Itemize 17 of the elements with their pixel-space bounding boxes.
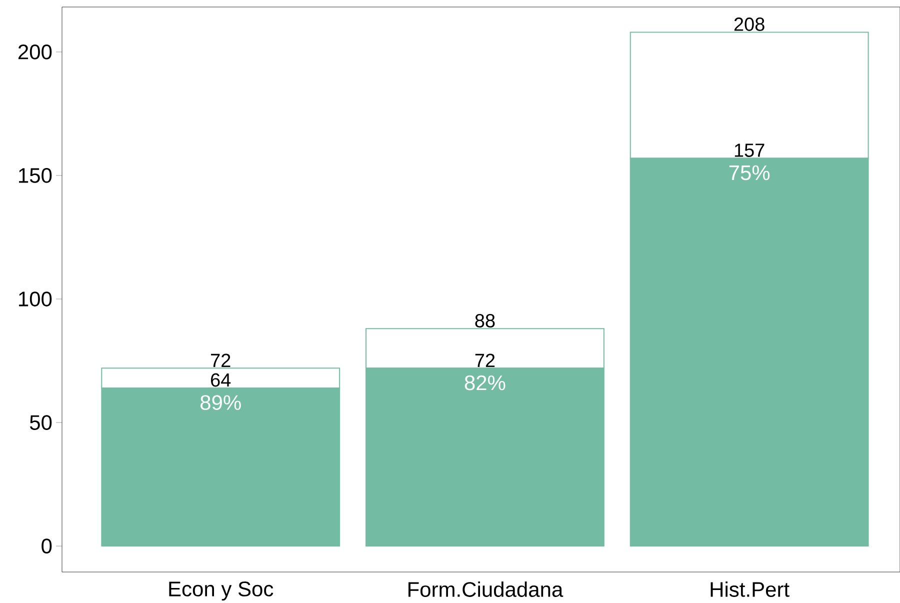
y-tick-label: 100 bbox=[19, 292, 52, 306]
total-label: 88 bbox=[475, 314, 495, 328]
x-tick-label: Form.Ciudadana bbox=[408, 582, 564, 597]
y-tick-label: 200 bbox=[18, 44, 52, 60]
total-label: 208 bbox=[734, 18, 764, 31]
y-tick-label: 0 bbox=[42, 538, 52, 554]
data-label: 64 bbox=[211, 373, 231, 387]
annotation: 89% bbox=[200, 395, 241, 410]
data-label: 72 bbox=[475, 354, 495, 367]
x-tick-label: Econ y Soc bbox=[169, 582, 274, 601]
annotation: 75% bbox=[729, 165, 770, 180]
y-tick-label: 50 bbox=[30, 415, 52, 430]
y-tick-label: 150 bbox=[19, 168, 52, 183]
x-tick-label: Hist.Pert bbox=[710, 582, 790, 597]
annotation: 82% bbox=[464, 375, 506, 390]
total-label: 72 bbox=[211, 354, 230, 367]
data-label: 157 bbox=[734, 144, 764, 157]
